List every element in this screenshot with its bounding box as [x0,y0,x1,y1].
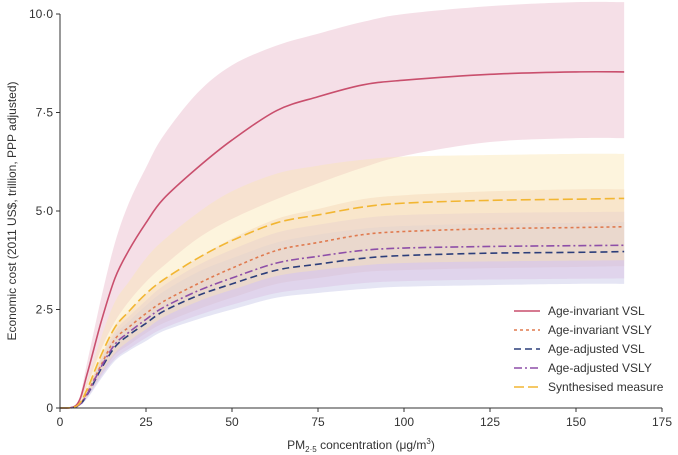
x-tick-label: 150 [566,415,586,429]
y-ticks: 0 2·5 5·0 7·5 10·0 [29,7,60,415]
x-axis-title: PM2·5 concentration (μg/m3) [287,437,435,454]
series-line [59,197,625,409]
legend-label: Age-invariant VSL [548,304,645,318]
x-tick-label: 0 [57,415,64,429]
uncertainty-band [60,1,625,409]
x-tick-label: 75 [311,415,325,429]
uncertainty-band [60,153,625,408]
x-ticks: 0 25 50 75 100 125 150 175 [57,408,672,429]
x-tick-label: 25 [139,415,153,429]
y-tick-label: 10·0 [29,7,53,21]
series-line [59,244,625,409]
legend-label: Synthesised measure [548,380,664,394]
uncertainty-band [60,189,625,408]
uncertainty-bands [60,1,625,409]
series-lines [59,70,625,409]
x-tick-label: 100 [394,415,414,429]
uncertainty-band [60,211,625,408]
series-line [59,70,625,409]
x-tick-label: 50 [225,415,239,429]
uncertainty-band [60,222,625,409]
legend-label: Age-invariant VSLY [548,323,652,337]
x-tick-label: 175 [652,415,672,429]
x-tick-label: 125 [480,415,500,429]
y-tick-label: 5·0 [36,204,54,218]
y-tick-label: 7·5 [36,106,54,120]
legend-label: Age-adjusted VSL [548,342,645,356]
y-axis-title: Economic cost (2011 US$, trillion, PPP a… [5,81,19,340]
legend: Age-invariant VSL Age-invariant VSLY Age-a… [514,304,664,394]
series-line [59,250,625,409]
y-tick-label: 0 [46,401,53,415]
series-line [59,225,625,409]
y-tick-label: 2·5 [36,303,54,317]
legend-label: Age-adjusted VSLY [548,361,652,375]
